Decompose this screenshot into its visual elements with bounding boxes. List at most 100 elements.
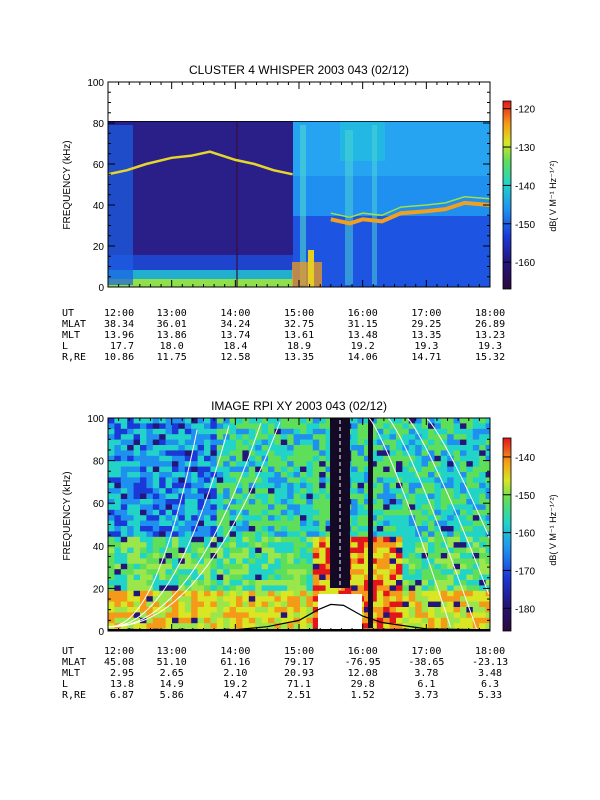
cell	[312, 617, 320, 624]
cell	[114, 542, 122, 548]
orbit-value: 6.1	[417, 679, 436, 690]
cell	[146, 472, 154, 478]
cell	[268, 515, 275, 521]
cell	[127, 488, 134, 494]
cell	[402, 450, 410, 457]
orbit-value: 19.2	[223, 679, 248, 690]
cell	[306, 558, 314, 565]
cell	[287, 542, 294, 548]
cell	[280, 531, 288, 538]
cell	[152, 617, 160, 624]
cell	[172, 466, 179, 473]
cell	[370, 601, 378, 608]
cell	[210, 434, 218, 440]
cell	[165, 553, 173, 559]
cell	[127, 461, 134, 467]
cell	[120, 439, 128, 446]
cell	[191, 596, 198, 602]
panel1-x-axis	[107, 82, 491, 287]
cell	[159, 574, 166, 581]
cell	[280, 439, 288, 446]
cell	[287, 488, 294, 494]
cell	[178, 509, 186, 516]
cell	[165, 499, 173, 505]
cell	[140, 504, 147, 511]
cell	[127, 520, 134, 527]
cell	[325, 450, 333, 457]
cell	[274, 601, 282, 608]
cell	[293, 418, 301, 424]
cell	[434, 536, 442, 543]
cell	[140, 482, 147, 489]
cell	[255, 531, 262, 538]
lower-band-edge	[330, 196, 490, 219]
cell	[229, 504, 237, 511]
cell	[306, 574, 314, 581]
cell	[312, 580, 320, 586]
cell	[114, 536, 122, 543]
cell	[204, 482, 211, 489]
cell	[479, 569, 486, 575]
cell	[357, 531, 365, 538]
cell	[332, 590, 339, 597]
cell	[242, 563, 250, 570]
cell	[280, 612, 288, 619]
cell	[146, 580, 154, 586]
cell	[351, 450, 358, 457]
cell	[242, 617, 250, 624]
cell	[236, 439, 243, 446]
cell	[293, 607, 301, 613]
orbit-value: 13.86	[156, 330, 187, 341]
cell	[293, 434, 301, 440]
cell	[261, 450, 269, 457]
cell	[300, 617, 307, 624]
cell	[312, 596, 320, 602]
cell	[421, 558, 429, 565]
cell	[293, 585, 301, 592]
cell	[306, 504, 314, 511]
cell	[159, 418, 166, 424]
cell	[383, 428, 390, 435]
cell	[255, 623, 262, 629]
cell	[376, 590, 384, 597]
cell	[114, 531, 122, 538]
cell	[280, 455, 288, 462]
cell	[127, 542, 134, 548]
cell	[319, 585, 326, 592]
orbit-label: MLAT	[62, 657, 87, 668]
cell	[357, 450, 365, 457]
cell	[383, 455, 390, 462]
cell	[325, 590, 333, 597]
cell	[184, 418, 192, 424]
cell	[197, 434, 205, 440]
cell	[434, 574, 442, 581]
cell	[312, 445, 320, 451]
cell	[248, 499, 256, 505]
cell	[434, 580, 442, 586]
cell	[440, 477, 448, 484]
cell	[261, 607, 269, 613]
cell	[300, 596, 307, 602]
cell	[248, 580, 256, 586]
cell	[370, 428, 378, 435]
orbit-value: 3.78	[414, 668, 439, 679]
cell	[229, 482, 237, 489]
cell	[248, 542, 256, 548]
cell	[357, 585, 365, 592]
cell	[428, 612, 435, 619]
cell	[428, 531, 435, 538]
cell	[351, 590, 358, 597]
cell	[357, 445, 365, 451]
cell	[165, 439, 173, 446]
cell	[396, 612, 403, 619]
cell	[479, 612, 486, 619]
cell	[479, 472, 486, 478]
cell	[408, 509, 416, 516]
cell	[242, 574, 250, 581]
cell	[152, 542, 160, 548]
cell	[325, 580, 333, 586]
cell	[204, 477, 211, 484]
cell	[146, 482, 154, 489]
cell	[440, 428, 448, 435]
cell	[460, 547, 467, 554]
